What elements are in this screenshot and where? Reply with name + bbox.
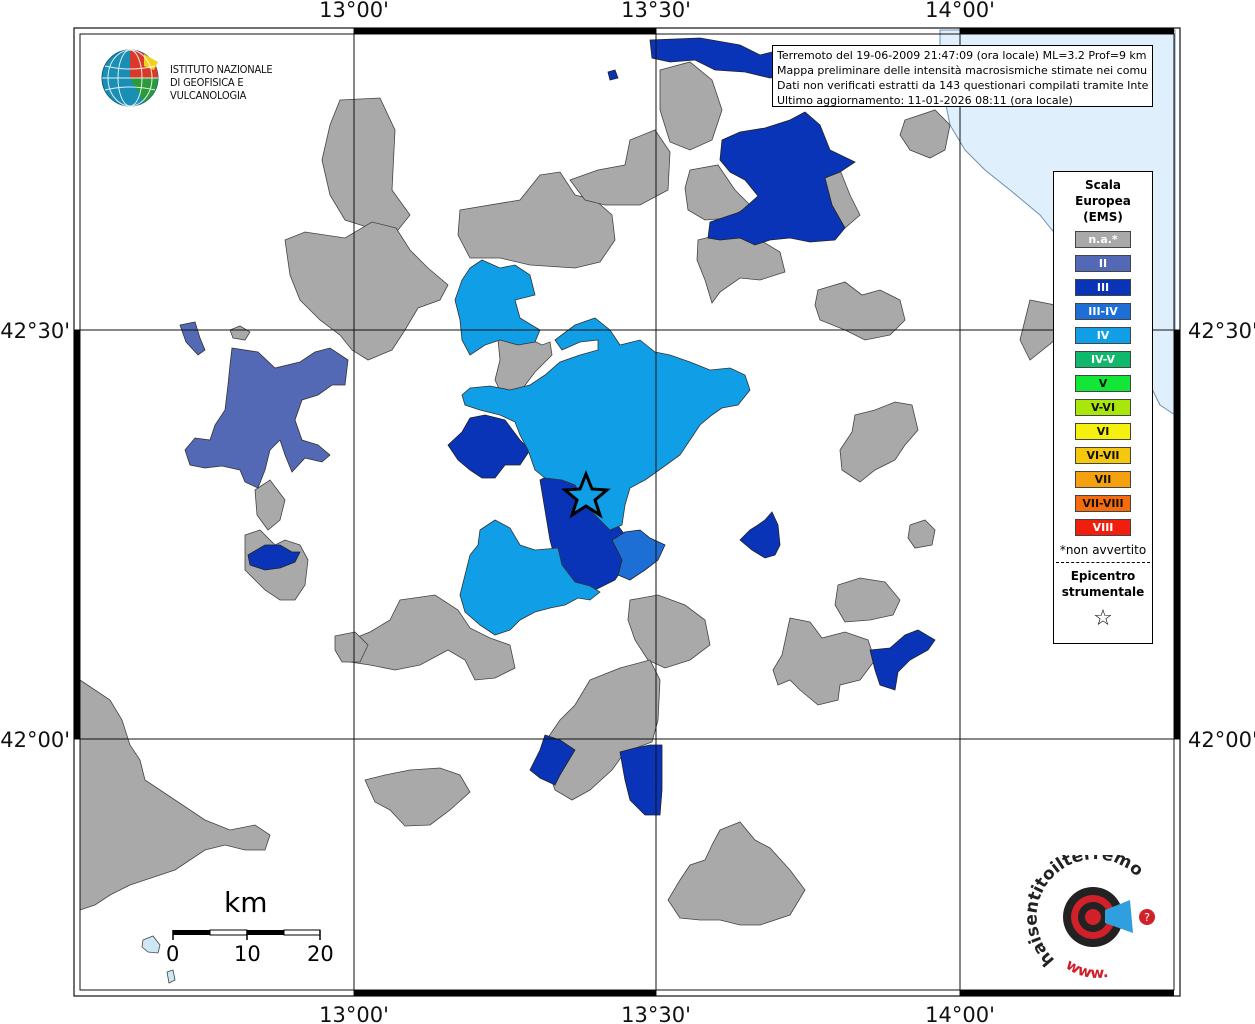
scale-unit: km xyxy=(224,886,268,919)
ingv-name-line2: DI GEOFISICA E VULCANOLOGIA xyxy=(170,76,247,102)
legend-swatch-na: n.a.* xyxy=(1075,231,1131,248)
legend-swatch-viiviii: VII-VIII xyxy=(1075,495,1131,512)
legend-swatch-ivv: IV-V xyxy=(1075,351,1131,368)
lon-label-top-1330: 13°30' xyxy=(621,0,691,22)
legend-swatch-viii: VIII xyxy=(1075,519,1131,536)
legend-title-1: Scala xyxy=(1084,178,1122,192)
legend-star-icon: ☆ xyxy=(1093,606,1113,631)
epicenter-star-icon xyxy=(561,469,611,519)
lat-label-right-4230: 42°30' xyxy=(1188,319,1255,343)
lon-label-bottom-1330: 13°30' xyxy=(621,1003,691,1024)
legend-swatch-vivii: VI-VII xyxy=(1075,447,1131,464)
legend-divider xyxy=(1056,562,1150,563)
intensity-III-IV-areas xyxy=(611,529,666,581)
intensity-III-areas xyxy=(247,37,936,816)
event-info-line1: Terremoto del 19-06-2009 21:47:09 (ora l… xyxy=(777,49,1147,62)
intensity-II-areas xyxy=(179,321,349,489)
map-frame xyxy=(73,27,1181,997)
scale-tick-10: 10 xyxy=(234,942,261,966)
legend-swatch-v: V xyxy=(1075,375,1131,392)
event-info-line2: Mappa preliminare delle intensità macros… xyxy=(777,64,1148,77)
lat-label-left-4230: 42°30' xyxy=(0,319,70,343)
legend-swatch-vii: VII xyxy=(1075,471,1131,488)
legend-swatch-iiiiv: III-IV xyxy=(1075,303,1131,320)
scale-bar xyxy=(172,929,321,940)
lat-label-left-4200: 42°00' xyxy=(0,728,70,752)
legend-title-3: (EMS) xyxy=(1083,210,1123,224)
event-info-line4: Ultimo aggiornamento: 11-01-2026 08:11 (… xyxy=(777,94,1073,107)
lon-label-bottom-1400: 14°00' xyxy=(925,1003,995,1024)
hsit-target-icon: ? xyxy=(1063,887,1155,947)
intensity-IV-areas xyxy=(454,259,751,636)
svg-text:www.: www. xyxy=(1063,955,1110,980)
graticule xyxy=(74,28,1180,996)
legend-swatch-iv: IV xyxy=(1075,327,1131,344)
legend-title-2: Europea xyxy=(1075,194,1131,208)
lon-label-bottom-1300: 13°00' xyxy=(319,1003,389,1024)
ingv-name-line1: ISTITUTO NAZIONALE xyxy=(170,63,273,76)
legend-swatch-iii: III xyxy=(1075,279,1131,296)
ingv-logo: ISTITUTO NAZIONALE DI GEOFISICA E VULCAN… xyxy=(100,48,310,110)
legend-swatch-vvi: V-VI xyxy=(1075,399,1131,416)
legend-swatches: n.a.* II III III-IV IV IV-V V V-VI VI VI-VII VII VI… xyxy=(1054,231,1152,536)
lakes xyxy=(141,935,176,984)
scale-tick-0: 0 xyxy=(166,942,180,966)
legend-na-note: *non avvertito xyxy=(1059,543,1147,557)
legend-epicenter-1: Epicentro xyxy=(1070,569,1136,583)
ingv-globe-icon xyxy=(101,49,159,107)
scale-tick-20: 20 xyxy=(307,942,334,966)
ems-legend: Scala Europea (EMS) n.a.* II III III-IV IV IV… xyxy=(1053,171,1153,644)
event-info-line3: Dati non verificati estratti da 143 ques… xyxy=(777,79,1148,92)
lon-label-top-1400: 14°00' xyxy=(925,0,995,22)
hsit-logo-url: www. xyxy=(1063,955,1110,980)
lon-label-top-1300: 13°00' xyxy=(319,0,389,22)
legend-epicenter-2: strumentale xyxy=(1061,585,1145,599)
legend-swatch-ii: II xyxy=(1075,255,1131,272)
na-areas xyxy=(79,61,1056,926)
legend-swatch-vi: VI xyxy=(1075,423,1131,440)
event-info-box: Terremoto del 19-06-2009 21:47:09 (ora l… xyxy=(772,45,1153,107)
hsit-logo: haisentitoilterremoto.it www. ? xyxy=(1025,855,1155,980)
lat-label-right-4200: 42°00' xyxy=(1188,728,1255,752)
svg-text:?: ? xyxy=(1144,911,1150,924)
